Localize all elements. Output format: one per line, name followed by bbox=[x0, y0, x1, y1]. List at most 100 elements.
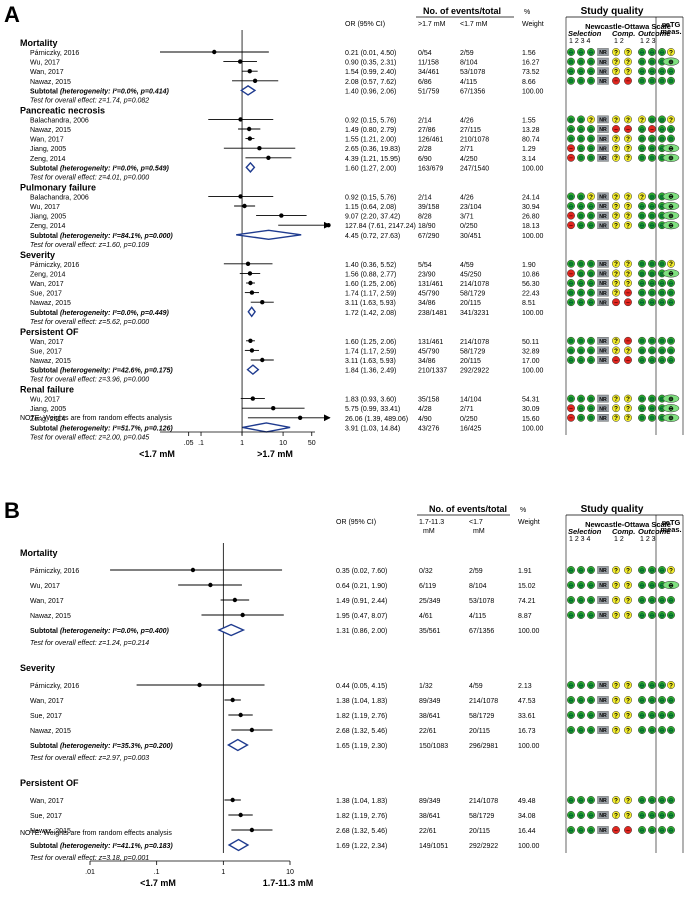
quality-good-icon bbox=[658, 796, 666, 804]
quality-nr-icon bbox=[597, 125, 609, 133]
events-group1: 0/54 bbox=[418, 50, 432, 57]
weight-value: 16.73 bbox=[518, 728, 536, 735]
quality-nr-label: NR bbox=[599, 613, 607, 619]
quality-good-icon bbox=[638, 596, 646, 604]
quality-symbol: − bbox=[626, 827, 630, 834]
quality-nr-icon bbox=[597, 134, 609, 143]
events-group1: 6/119 bbox=[419, 583, 436, 590]
x-axis-tick-label: .05 bbox=[184, 440, 194, 447]
quality-unclear-icon bbox=[612, 394, 620, 403]
quality-unclear-icon bbox=[612, 811, 620, 819]
point-estimate bbox=[279, 213, 284, 218]
quality-nr-icon bbox=[597, 76, 609, 85]
quality-nr-label: NR bbox=[599, 728, 607, 734]
quality-good-icon bbox=[648, 696, 656, 704]
quality-nr-label: NR bbox=[599, 683, 607, 689]
quality-good-icon bbox=[567, 48, 575, 56]
quality-good-icon bbox=[648, 581, 656, 589]
quality-good-icon bbox=[638, 279, 646, 287]
quality-symbol: ? bbox=[626, 117, 630, 124]
or-ci-value: 2.68 (1.32, 5.46) bbox=[336, 728, 387, 735]
study-name: Zeng, 2014 bbox=[30, 156, 66, 163]
events-group2: 214/1078 bbox=[469, 698, 498, 705]
point-estimate bbox=[271, 406, 276, 411]
setg-good-icon bbox=[662, 221, 680, 230]
quality-unclear-icon bbox=[612, 581, 620, 589]
quality-symbol: ⊕ bbox=[668, 827, 674, 834]
weight-value: 16.27 bbox=[522, 60, 540, 67]
quality-symbol: − bbox=[626, 357, 630, 364]
study-name: Zeng, 2014 bbox=[30, 223, 66, 230]
quality-good-icon bbox=[658, 681, 666, 689]
quality-symbol: ⊕ bbox=[588, 567, 594, 574]
quality-good-icon bbox=[638, 153, 646, 162]
quality-symbol: ⊕ bbox=[659, 612, 665, 619]
or-ci-value: 0.21 (0.01, 4.50) bbox=[345, 50, 396, 57]
overall-effect-test: Test for overall effect: z=3.18, p=0.001 bbox=[30, 855, 149, 862]
comparability-numbers: 1 2 bbox=[614, 536, 624, 543]
quality-symbol: ? bbox=[626, 727, 630, 734]
quality-good-icon bbox=[658, 811, 666, 819]
subtotal-weight: 100.00 bbox=[522, 310, 544, 317]
quality-symbol: ⊕ bbox=[588, 290, 594, 297]
or-ci-value: 1.82 (1.19, 2.76) bbox=[336, 813, 387, 820]
panel-letter: B bbox=[4, 498, 20, 523]
quality-symbol: ⊕ bbox=[568, 290, 574, 297]
events-group1: 22/61 bbox=[419, 828, 437, 835]
quality-symbol: ⊕ bbox=[578, 812, 584, 819]
quality-unclear-icon bbox=[612, 279, 620, 287]
quality-good-icon bbox=[658, 596, 666, 604]
quality-poor-icon bbox=[567, 144, 575, 153]
quality-symbol: ⊕ bbox=[668, 582, 674, 589]
quality-symbol: ⊕ bbox=[568, 567, 574, 574]
study-name: Wu, 2017 bbox=[30, 583, 60, 590]
study-name: Jiang, 2005 bbox=[30, 406, 66, 413]
quality-symbol: ? bbox=[614, 213, 618, 220]
quality-good-icon bbox=[667, 76, 675, 85]
quality-symbol: ⊕ bbox=[588, 827, 594, 834]
quality-good-icon bbox=[638, 221, 646, 230]
point-estimate bbox=[250, 396, 256, 401]
quality-symbol: ? bbox=[626, 146, 630, 153]
quality-symbol: ⊕ bbox=[649, 406, 655, 413]
quality-poor-icon bbox=[624, 336, 632, 345]
events-group1: 89/349 bbox=[419, 798, 441, 805]
weight-value: 8.51 bbox=[522, 300, 536, 307]
quality-symbol: ⊕ bbox=[639, 280, 645, 287]
study-name: Nawaz, 2015 bbox=[30, 728, 71, 735]
group1-header: >1.7 mM bbox=[418, 21, 446, 28]
subtotal-events-group1: 43/276 bbox=[418, 425, 440, 432]
quality-unclear-icon bbox=[612, 596, 620, 604]
quality-nr-icon bbox=[597, 404, 609, 413]
point-estimate bbox=[190, 567, 196, 573]
quality-symbol: ⊕ bbox=[568, 69, 574, 76]
quality-symbol: ⊕ bbox=[659, 49, 665, 56]
quality-unclear-icon bbox=[612, 681, 620, 689]
study-name: Nawaz, 2015 bbox=[30, 828, 71, 835]
quality-symbol: ⊕ bbox=[668, 146, 674, 153]
quality-good-icon bbox=[648, 48, 656, 56]
weight-value: 1.91 bbox=[518, 568, 532, 575]
or-ci-value: 1.60 (1.25, 2.06) bbox=[345, 281, 396, 288]
or-ci-value: 1.56 (0.88, 2.77) bbox=[345, 271, 396, 278]
events-group1: 35/158 bbox=[418, 397, 440, 404]
weight-value: 73.52 bbox=[522, 69, 540, 76]
quality-good-icon bbox=[577, 269, 585, 278]
quality-symbol: ⊕ bbox=[568, 682, 574, 689]
quality-symbol: − bbox=[614, 78, 618, 85]
events-group1: 2/14 bbox=[418, 117, 432, 124]
quality-unclear-icon bbox=[624, 202, 632, 210]
quality-symbol: ⊕ bbox=[578, 69, 584, 76]
quality-poor-icon bbox=[567, 413, 575, 422]
quality-symbol: ⊕ bbox=[639, 396, 645, 403]
pooled-diamond bbox=[240, 85, 257, 96]
quality-poor-icon bbox=[624, 76, 632, 85]
events-group1: 5/54 bbox=[418, 262, 432, 269]
quality-symbol: ⊕ bbox=[588, 155, 594, 162]
quality-symbol: ? bbox=[669, 567, 673, 574]
point-estimate bbox=[249, 727, 255, 733]
selection-numbers: 1 2 3 4 bbox=[569, 536, 591, 543]
quality-good-icon bbox=[567, 336, 575, 345]
quality-nr-icon bbox=[597, 48, 609, 56]
quality-poor-icon bbox=[612, 76, 620, 85]
